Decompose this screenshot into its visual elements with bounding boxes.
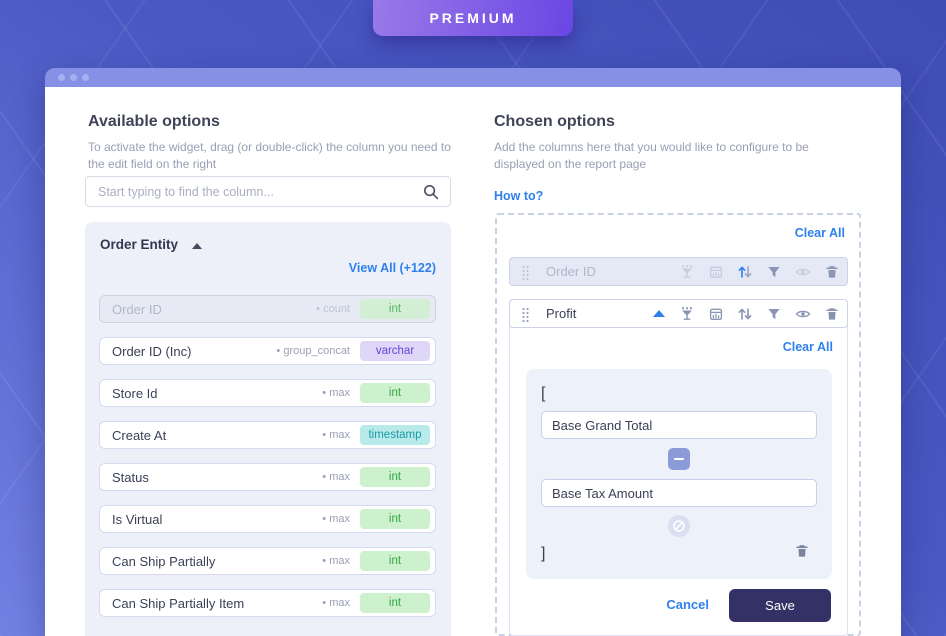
filter-icon[interactable] bbox=[766, 306, 782, 322]
aggregation-label: • max bbox=[322, 597, 350, 609]
type-badge: varchar bbox=[360, 341, 430, 361]
drag-handle-icon[interactable] bbox=[521, 307, 530, 328]
column-name: Can Ship Partially bbox=[112, 553, 216, 569]
column-name: Order ID (Inc) bbox=[112, 343, 192, 359]
available-item[interactable]: Can Ship Partially • max int bbox=[99, 547, 436, 575]
sort-icon[interactable] bbox=[737, 306, 753, 322]
aggregation-label: • max bbox=[322, 429, 350, 441]
search-icon[interactable] bbox=[422, 183, 440, 206]
available-item[interactable]: Order ID (Inc) • group_concat varchar bbox=[99, 337, 436, 365]
minus-icon[interactable] bbox=[668, 448, 690, 470]
column-name: Store Id bbox=[112, 385, 158, 401]
column-name: Status bbox=[112, 469, 149, 485]
window-dot bbox=[82, 74, 89, 81]
chosen-options-title: Chosen options bbox=[494, 113, 615, 130]
type-badge: int bbox=[360, 383, 430, 403]
aggregate-icon[interactable] bbox=[679, 306, 695, 322]
aggregation-label: • max bbox=[322, 387, 350, 399]
group-header-order-entity[interactable]: Order Entity bbox=[100, 237, 202, 252]
type-badge: int bbox=[360, 551, 430, 571]
premium-badge-label: PREMIUM bbox=[429, 10, 517, 26]
aggregation-label: • max bbox=[322, 555, 350, 567]
drag-handle-icon[interactable] bbox=[521, 265, 530, 286]
type-badge: int bbox=[360, 299, 430, 319]
chosen-column-name: Profit bbox=[546, 306, 577, 321]
type-badge: int bbox=[360, 467, 430, 487]
view-all-link[interactable]: View All (+122) bbox=[348, 261, 436, 275]
column-name: Order ID bbox=[112, 301, 162, 317]
how-to-link[interactable]: How to? bbox=[494, 189, 544, 203]
window-content: Available options To activate the widget… bbox=[45, 87, 901, 636]
available-item: Order ID • count int bbox=[99, 295, 436, 323]
trash-icon[interactable] bbox=[824, 264, 840, 280]
window-dot bbox=[58, 74, 65, 81]
bracket-close: ] bbox=[541, 545, 546, 562]
formula-editor: [ ] bbox=[526, 369, 832, 579]
aggregation-label: • max bbox=[322, 471, 350, 483]
available-item[interactable]: Create At • max timestamp bbox=[99, 421, 436, 449]
available-options-subtitle: To activate the widget, drag (or double-… bbox=[88, 140, 451, 171]
available-options-title: Available options bbox=[88, 113, 220, 130]
available-item[interactable]: Store Id • max int bbox=[99, 379, 436, 407]
window-dot bbox=[70, 74, 77, 81]
aggregation-label: • count bbox=[316, 303, 350, 315]
trash-icon[interactable] bbox=[794, 543, 810, 559]
app-window: Available options To activate the widget… bbox=[45, 68, 901, 636]
operand-1-field[interactable] bbox=[541, 411, 817, 439]
triangle-up-icon[interactable] bbox=[653, 310, 665, 317]
column-name: Can Ship Partially Item bbox=[112, 595, 245, 611]
available-item[interactable]: Status • max int bbox=[99, 463, 436, 491]
profit-expansion-panel: Profit Clear All [ ] bbox=[509, 299, 848, 636]
clear-all-link: Clear All bbox=[782, 340, 833, 354]
chosen-drop-zone[interactable]: Clear All Order ID Profit Clear All [ bbox=[495, 213, 861, 636]
column-name: Create At bbox=[112, 427, 167, 443]
cancel-circle-icon[interactable] bbox=[668, 515, 690, 537]
chosen-row[interactable]: Profit bbox=[509, 299, 848, 328]
save-button[interactable]: Save bbox=[729, 589, 831, 622]
filter-icon[interactable] bbox=[766, 264, 782, 280]
chosen-options-subtitle: Add the columns here that you would like… bbox=[494, 140, 809, 171]
column-search bbox=[85, 176, 451, 207]
aggregation-label: • max bbox=[322, 513, 350, 525]
window-title-bar bbox=[45, 68, 901, 87]
view-all-row: View All (+122) bbox=[100, 259, 436, 277]
aggregation-label: • group_concat bbox=[276, 345, 350, 357]
column-name: Is Virtual bbox=[112, 511, 163, 527]
group-name: Order Entity bbox=[100, 237, 179, 252]
operand-2-field[interactable] bbox=[541, 479, 817, 507]
bracket-open: [ bbox=[541, 385, 546, 402]
clear-all-link: Clear All bbox=[794, 226, 845, 240]
trash-icon[interactable] bbox=[824, 306, 840, 322]
chosen-column-name: Order ID bbox=[546, 264, 596, 279]
available-item[interactable]: Can Ship Partially Item • max int bbox=[99, 589, 436, 617]
sort-icon[interactable] bbox=[737, 264, 753, 280]
eye-icon[interactable] bbox=[795, 306, 811, 322]
calendar-icon[interactable] bbox=[708, 264, 724, 280]
chosen-row[interactable]: Order ID bbox=[509, 257, 848, 286]
search-input[interactable] bbox=[86, 177, 418, 206]
premium-badge: PREMIUM bbox=[373, 0, 573, 36]
calendar-icon[interactable] bbox=[708, 306, 724, 322]
available-item[interactable]: Is Virtual • max int bbox=[99, 505, 436, 533]
type-badge: int bbox=[360, 593, 430, 613]
aggregate-icon[interactable] bbox=[679, 264, 695, 280]
type-badge: timestamp bbox=[360, 425, 430, 445]
eye-icon[interactable] bbox=[795, 264, 811, 280]
triangle-up-icon[interactable] bbox=[191, 243, 202, 249]
cancel-button: Cancel bbox=[666, 597, 709, 612]
type-badge: int bbox=[360, 509, 430, 529]
